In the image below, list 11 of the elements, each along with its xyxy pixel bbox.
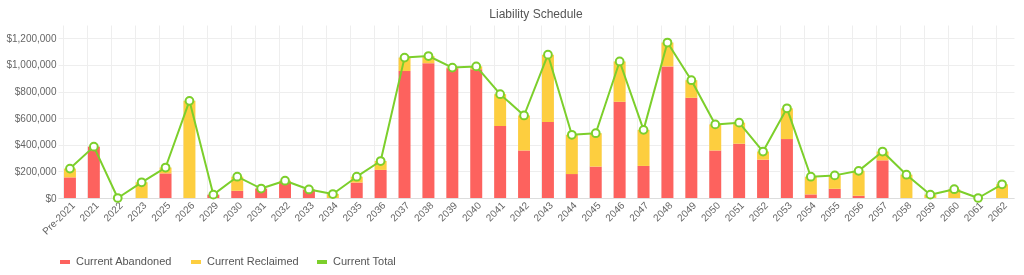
legend-label: Current Abandoned <box>76 255 172 267</box>
y-tick-label: $200,000 <box>14 165 57 177</box>
y-tick-label: $1,200,000 <box>6 32 57 44</box>
y-tick-label: $1,000,000 <box>6 59 57 71</box>
chart-title: Liability Schedule <box>489 7 584 21</box>
y-tick-label: $800,000 <box>14 86 57 98</box>
y-tick-label: $400,000 <box>14 139 57 151</box>
legend-label: Current Total <box>333 255 396 267</box>
y-tick-label: $0 <box>45 192 57 204</box>
legend-label: Current Reclaimed <box>207 255 299 267</box>
y-tick-label: $600,000 <box>14 112 57 124</box>
